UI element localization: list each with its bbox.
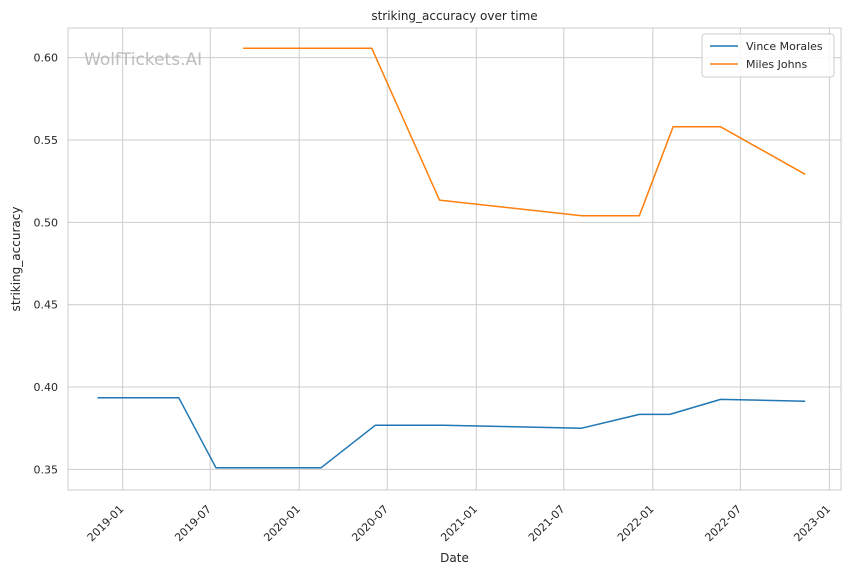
- plot-frame: [67, 27, 842, 491]
- y-tick-label: 0.45: [34, 299, 59, 312]
- series-lines: [97, 47, 806, 469]
- y-tick-label: 0.55: [34, 134, 59, 147]
- grid-y: [68, 57, 841, 470]
- x-axis-label: Date: [440, 551, 469, 565]
- plot-frame-fill: [68, 28, 841, 490]
- y-tick-label: 0.60: [34, 52, 59, 65]
- watermark: WolfTickets.AI: [84, 50, 202, 70]
- legend-label: Miles Johns: [746, 58, 808, 71]
- chart-title: striking_accuracy over time: [371, 9, 537, 23]
- y-tick-label: 0.50: [34, 216, 59, 229]
- series-line-miles-johns: [243, 47, 806, 217]
- grid-x: [122, 28, 830, 490]
- plot-area: [67, 27, 842, 491]
- legend: Vince Morales Miles Johns: [701, 33, 835, 78]
- legend-box: [701, 33, 835, 78]
- legend-label: Vince Morales: [746, 40, 823, 53]
- y-tick-labels: 0.35 0.40 0.45 0.50 0.55 0.60: [34, 52, 59, 477]
- y-tick-label: 0.35: [34, 463, 59, 476]
- y-axis-label: striking_accuracy: [9, 207, 23, 312]
- series-line-vince-morales: [97, 397, 806, 469]
- y-tick-label: 0.40: [34, 381, 59, 394]
